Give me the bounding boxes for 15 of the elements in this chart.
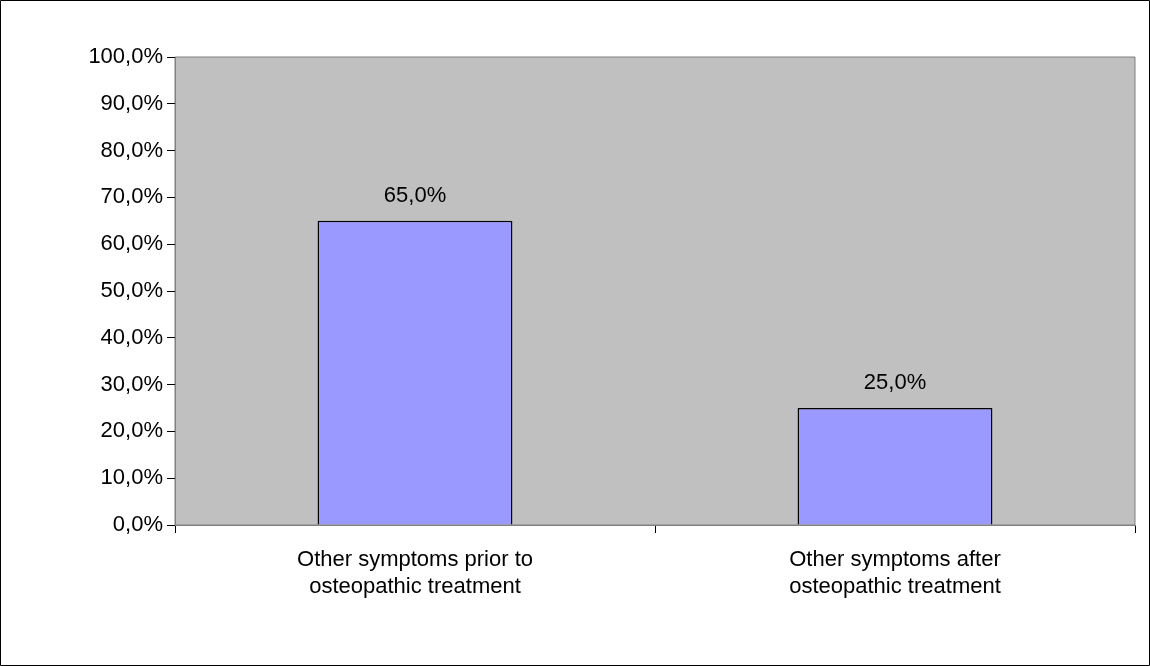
y-tick-label: 0,0% [112,511,163,537]
data-label: 65,0% [383,181,447,207]
y-tick-label: 100,0% [88,43,163,69]
y-tick-label: 10,0% [100,464,163,490]
x-tick-label: Other symptoms after osteopathic treatment [789,546,1001,598]
y-tick-label: 20,0% [100,417,163,443]
x-tick-label: Other symptoms prior to osteopathic treatment [297,546,533,598]
y-tick-label: 70,0% [100,183,163,209]
y-tick-label: 30,0% [100,370,163,396]
data-label: 25,0% [863,369,927,395]
y-tick-label: 50,0% [100,277,163,303]
y-tick-label: 90,0% [100,89,163,115]
y-tick-label: 60,0% [100,230,163,256]
y-tick-label: 40,0% [100,323,163,349]
y-tick-label: 80,0% [100,136,163,162]
